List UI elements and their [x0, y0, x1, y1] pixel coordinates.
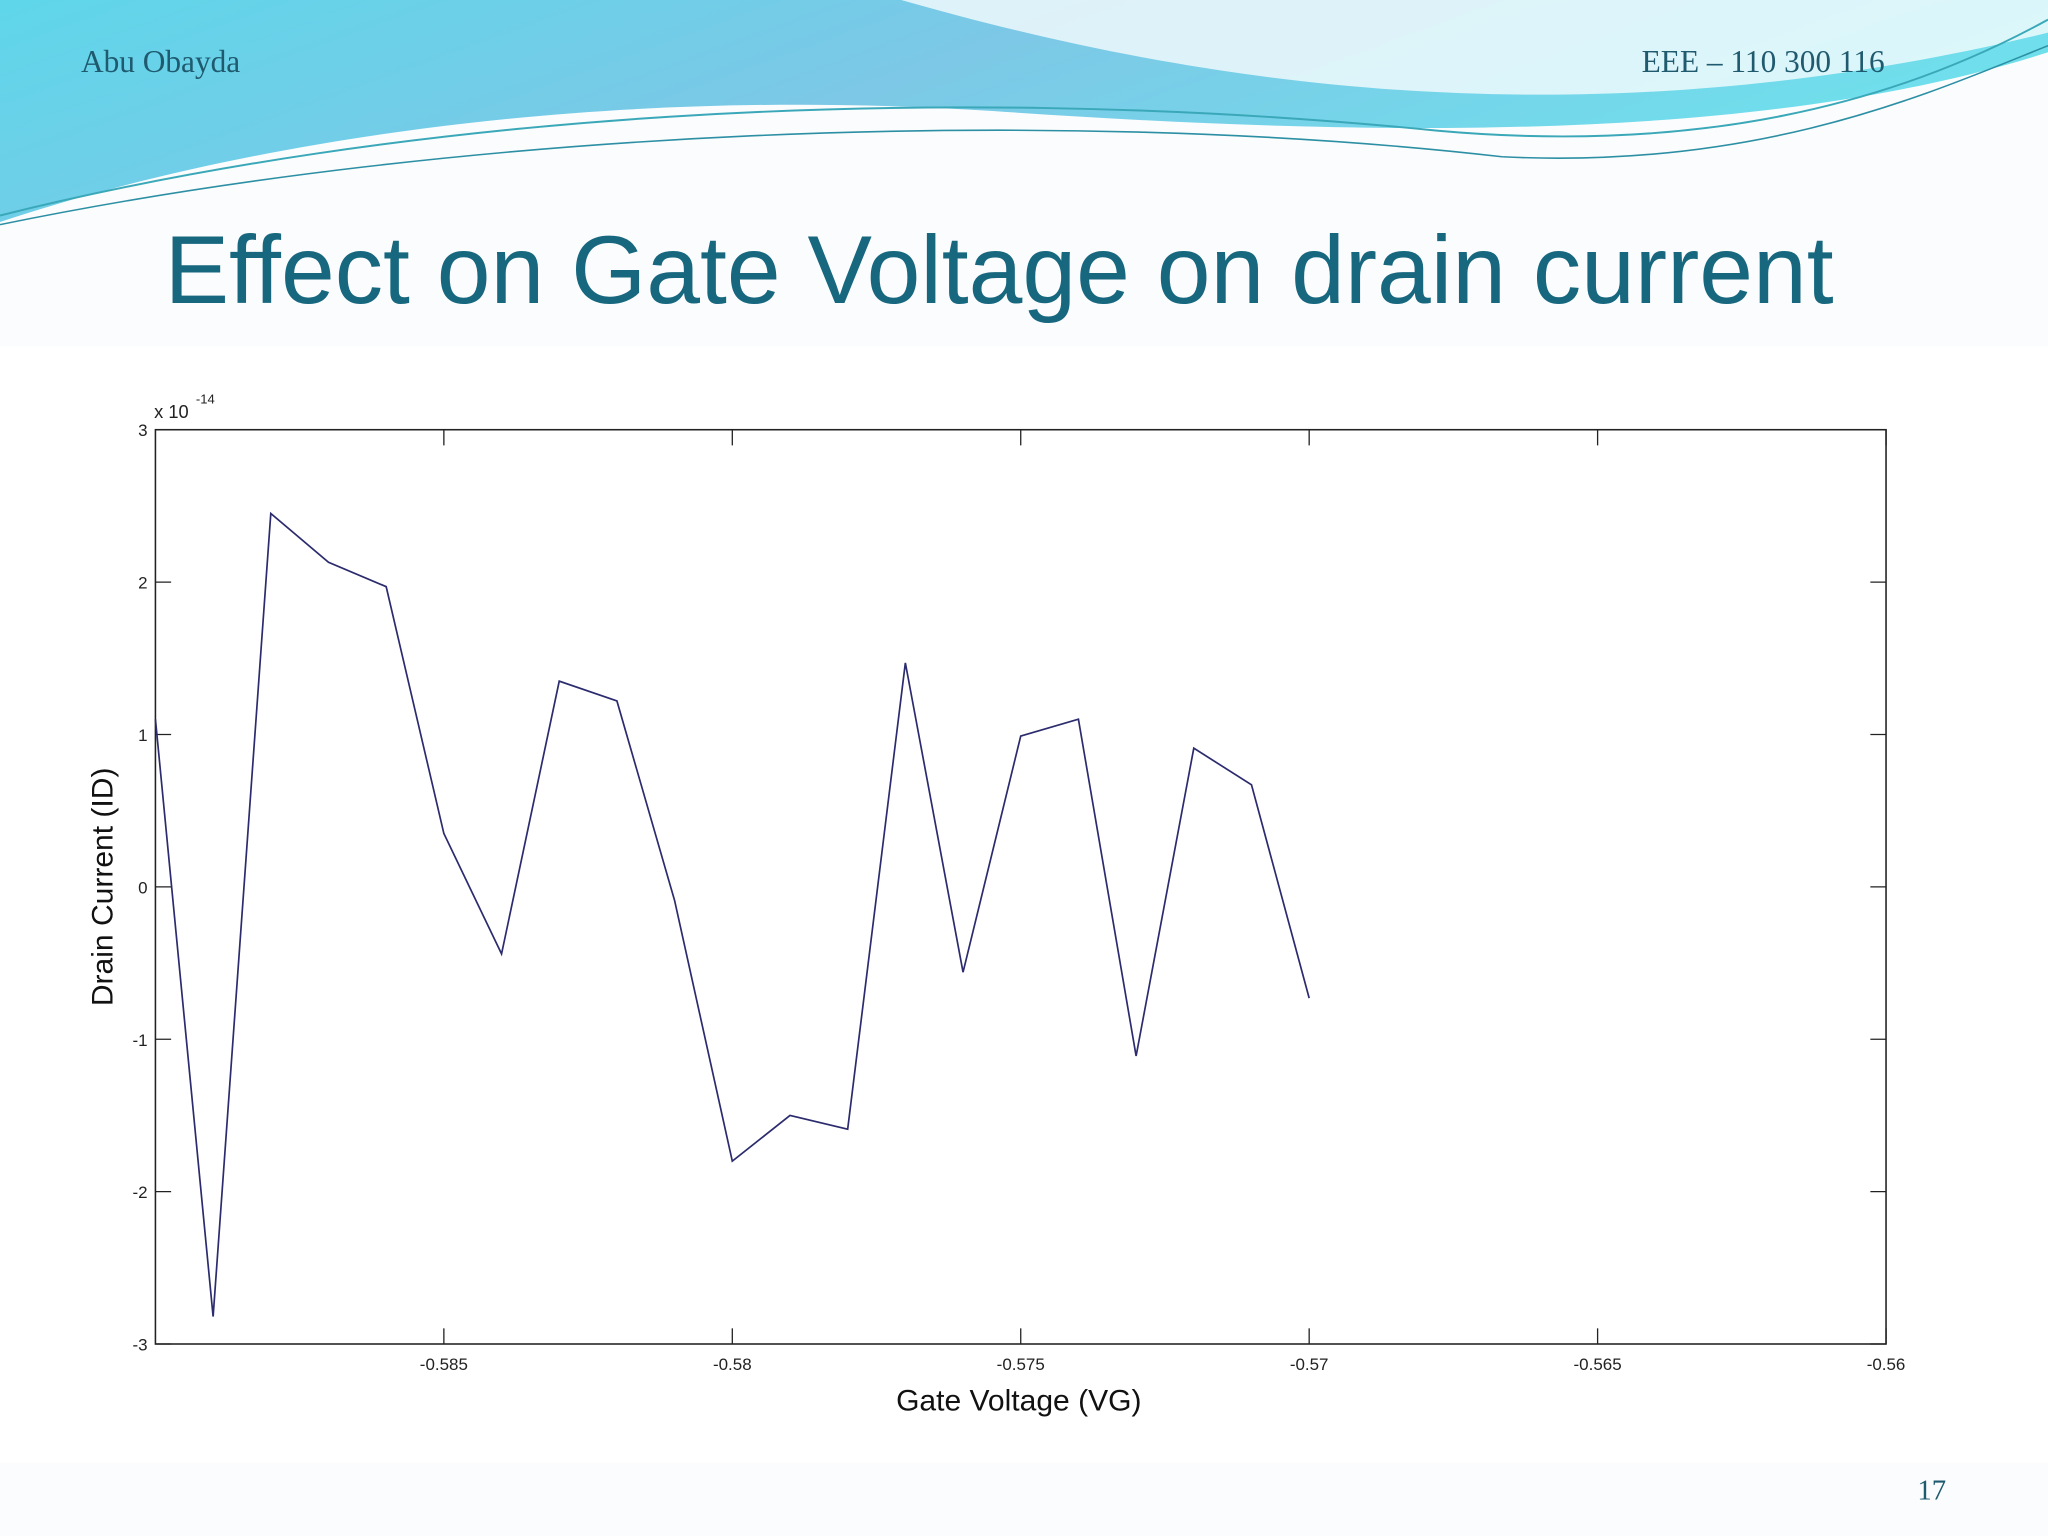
header-line: [0, 44, 2048, 226]
header-line: [0, 18, 2048, 217]
chart-background: [0, 346, 2048, 1463]
x-tick-label: -0.585: [420, 1355, 468, 1374]
x-tick-label: -0.58: [713, 1355, 752, 1374]
y-tick-label: 2: [138, 574, 147, 593]
y-axis-label: Drain Current (ID): [86, 768, 119, 1007]
slide-number: 17: [1917, 1474, 1946, 1506]
y-tick-label: 1: [138, 726, 147, 745]
course-code: EEE – 110 300 116: [1642, 44, 1885, 79]
y-multiplier-exponent: -14: [196, 392, 215, 407]
x-tick-label: -0.57: [1290, 1355, 1329, 1374]
slide-title: Effect on Gate Voltage on drain current: [165, 217, 1834, 324]
x-axis-label: Gate Voltage (VG): [896, 1385, 1141, 1418]
data-line: [154, 511, 1310, 1317]
y-tick-label: -1: [132, 1031, 147, 1050]
author: Abu Obayda: [81, 44, 240, 79]
x-tick-label: -0.565: [1574, 1355, 1622, 1374]
y-multiplier-base: x 10: [154, 401, 189, 422]
header-swoop: [901, 0, 2048, 95]
y-tick-label: -2: [132, 1183, 147, 1202]
y-tick-label: 0: [138, 878, 147, 897]
y-tick-label: -3: [132, 1336, 147, 1355]
y-tick-label: 3: [138, 421, 147, 440]
x-tick-label: -0.575: [997, 1355, 1045, 1374]
x-tick-label: -0.56: [1867, 1355, 1906, 1374]
